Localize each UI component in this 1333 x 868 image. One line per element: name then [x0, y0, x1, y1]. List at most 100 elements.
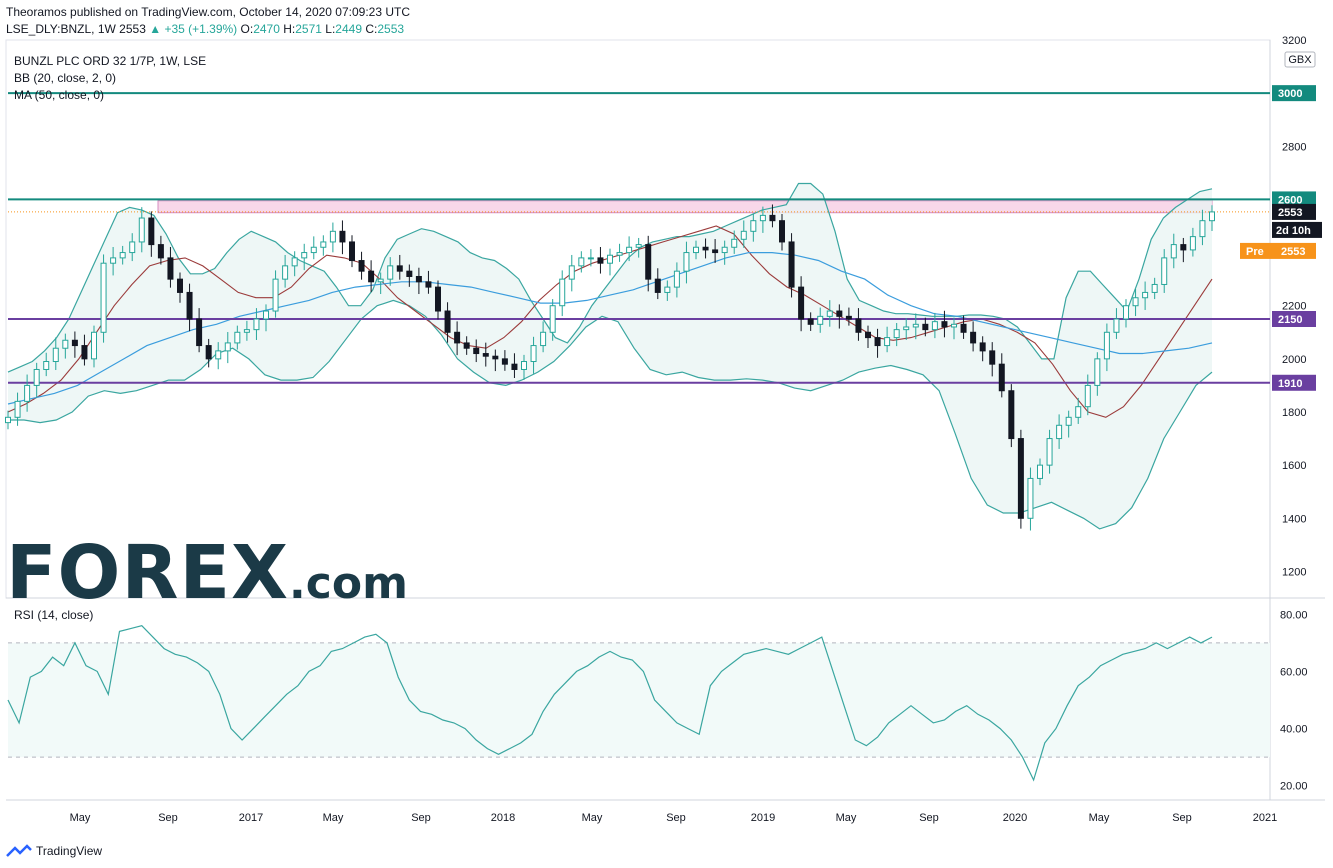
bb-upper-line: [7, 182, 1213, 373]
candle: [1037, 458, 1043, 486]
candle-body: [396, 265, 403, 272]
candle-body: [759, 214, 766, 222]
candle: [1132, 288, 1139, 317]
level-tag-2150[interactable]: 2150: [1272, 311, 1316, 327]
candle-body: [482, 353, 489, 357]
candle: [177, 272, 183, 303]
candle-body: [492, 355, 499, 360]
level-tag-2600[interactable]: 2600: [1272, 191, 1316, 208]
candle-body: [788, 241, 795, 288]
candle-body: [272, 278, 279, 312]
candles-layer: [5, 204, 1215, 531]
currency-badge[interactable]: GBX: [1284, 51, 1316, 68]
symbol-name[interactable]: LSE_DLY:BNZL, 1W: [6, 22, 116, 36]
rsi-band-fill: [8, 642, 1270, 758]
candle: [320, 235, 327, 256]
candle: [817, 307, 824, 333]
candle: [712, 239, 719, 263]
high-value: 2571: [295, 22, 322, 36]
candle: [912, 313, 919, 340]
candle-body: [740, 230, 747, 240]
price-tick: 3200: [1282, 35, 1306, 47]
candle-body: [1084, 384, 1091, 408]
candle-body: [559, 278, 566, 307]
candle: [454, 321, 461, 356]
candle-body: [922, 323, 929, 331]
last-price-tag[interactable]: 2553: [1272, 203, 1316, 220]
candle: [396, 254, 403, 280]
chart-title[interactable]: BUNZL PLC ORD 32 1/7P, 1W, LSE: [14, 54, 207, 68]
candle-body: [301, 252, 308, 259]
candle-body: [425, 281, 432, 288]
candle-body: [435, 286, 441, 312]
time-tick: 2021: [1253, 812, 1277, 824]
candle: [616, 243, 623, 262]
candle: [91, 325, 97, 368]
candle-body: [473, 347, 480, 355]
candle: [597, 246, 604, 274]
candle: [951, 317, 957, 340]
candle-body: [368, 270, 375, 283]
candle-body: [654, 278, 661, 293]
bb-legend[interactable]: BB (20, close, 2, 0): [14, 71, 117, 85]
rsi-legend[interactable]: RSI (14, close): [14, 608, 94, 622]
level-tag-2600-bg: [1272, 191, 1316, 208]
candle: [865, 325, 871, 348]
candle-body: [253, 318, 260, 331]
candle-body: [310, 246, 317, 254]
candle-body: [243, 329, 250, 333]
level-tag-1910[interactable]: 1910: [1272, 374, 1316, 391]
candle: [1084, 374, 1091, 416]
candle: [81, 334, 88, 366]
candle-body: [578, 257, 585, 267]
candle: [941, 310, 948, 338]
candle: [635, 237, 642, 258]
candle-body: [119, 252, 126, 259]
ma-legend[interactable]: MA (50, close, 0): [14, 88, 105, 102]
candle-body: [874, 337, 881, 347]
horizontal-levels-layer[interactable]: [8, 92, 1270, 384]
candle-body: [673, 270, 680, 288]
rsi-tick: 40.00: [1280, 724, 1308, 736]
candle-body: [798, 286, 805, 320]
candle: [253, 308, 260, 340]
candle-body: [587, 257, 594, 260]
tradingview-footer[interactable]: TradingView: [6, 844, 102, 858]
level-tag-3000[interactable]: 3000: [1272, 85, 1316, 102]
candle: [167, 246, 174, 288]
candle: [530, 336, 537, 374]
candle-body: [702, 246, 709, 251]
level-tag-2600-text: 2600: [1278, 194, 1302, 206]
candle: [1170, 233, 1177, 269]
candle-body: [865, 331, 871, 339]
candle-body: [1170, 244, 1177, 259]
candle: [1065, 410, 1072, 438]
countdown-text: 2d 10h: [1276, 225, 1311, 237]
low-label: L:: [325, 22, 336, 36]
candle-body: [1132, 297, 1139, 307]
candle: [836, 304, 843, 329]
candle: [721, 240, 728, 265]
candle: [205, 338, 212, 368]
candle-body: [951, 323, 957, 328]
candle: [845, 307, 852, 326]
candle: [415, 267, 422, 295]
level-tag-3000-text: 3000: [1278, 88, 1302, 100]
level-tag-2150-bg: [1272, 311, 1316, 327]
pre-market-tag[interactable]: Pre 2553: [1240, 242, 1316, 259]
time-tick: May: [323, 812, 344, 824]
candle: [5, 410, 11, 430]
candle: [119, 245, 126, 265]
time-tick: Sep: [158, 812, 178, 824]
close-value: 2553: [377, 22, 405, 36]
candle: [24, 374, 31, 412]
candle: [463, 336, 470, 355]
candle-body: [406, 270, 413, 277]
candle: [673, 262, 680, 298]
candle: [807, 312, 814, 331]
candle-body: [807, 318, 814, 325]
candle-body: [110, 257, 117, 264]
candle-body: [349, 241, 355, 262]
level-tag-2150-text: 2150: [1278, 314, 1302, 326]
